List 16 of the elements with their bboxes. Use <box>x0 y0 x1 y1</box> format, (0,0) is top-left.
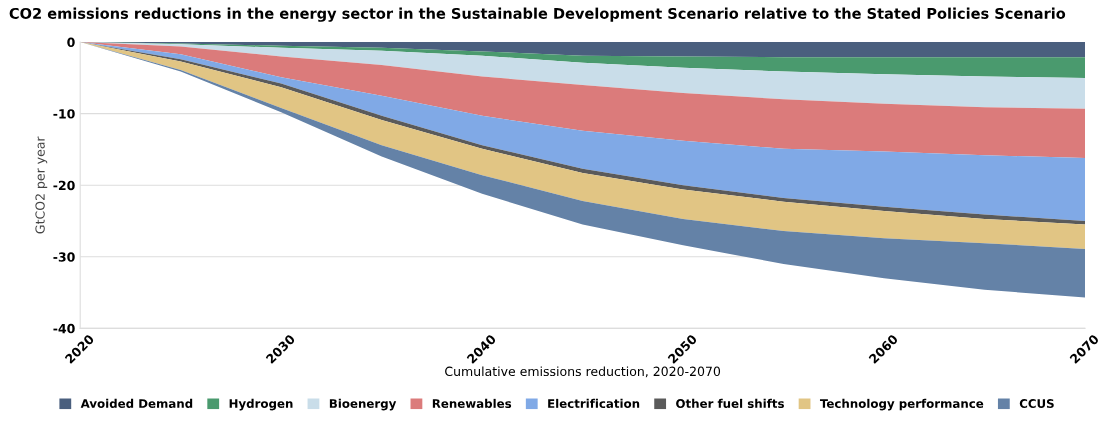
chart-title: CO2 emissions reductions in the energy sector in the Sustainable Development Scenario relative to the Stated Policies Scenario <box>9 7 1066 22</box>
legend-label: Other fuel shifts <box>676 398 784 408</box>
legend-label: Bioenergy <box>329 398 397 411</box>
y-tick-label: -20 <box>53 180 75 191</box>
y-tick-label: -10 <box>53 109 75 119</box>
legend-label: Hydrogen <box>229 398 293 411</box>
y-tick-label: -40 <box>53 323 75 334</box>
x-axis-title: Cumulative emissions reduction, 2020-2070 <box>445 366 721 378</box>
legend-label: Avoided Demand <box>80 398 193 408</box>
y-axis-title: GtCO2 per year <box>35 136 48 234</box>
legend-label: CCUS <box>1019 399 1054 408</box>
y-tick-label: -30 <box>53 252 75 262</box>
legend-label: Renewables <box>432 398 512 408</box>
y-tick-label: 0 <box>67 37 75 48</box>
legend-label: Technology performance <box>819 398 984 411</box>
legend-label: Electrification <box>548 398 640 408</box>
